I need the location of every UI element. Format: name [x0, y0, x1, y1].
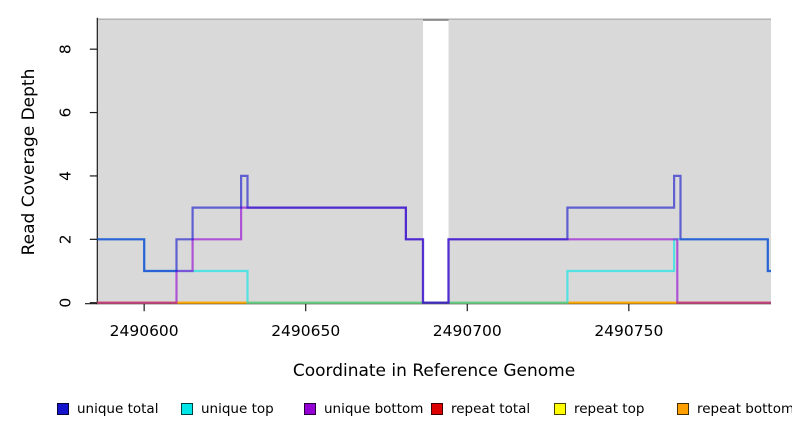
legend-swatch-repeat-bottom: [677, 403, 689, 415]
legend-swatch-repeat-top: [554, 403, 566, 415]
legend-label: repeat bottom: [697, 401, 792, 417]
y-tick-label: 8: [57, 44, 75, 54]
x-tick-label: 2490750: [594, 322, 663, 340]
plot-background-left: [97, 19, 424, 303]
series-line-unique-total: [97, 174, 771, 304]
y-axis-title: Read Coverage Depth: [19, 68, 39, 256]
legend-label: repeat total: [451, 401, 531, 417]
plot-background-right: [448, 19, 771, 303]
legend-swatch-unique-total: [57, 403, 69, 415]
legend-swatch-unique-top: [181, 403, 193, 415]
legend-swatch-unique-bottom: [304, 403, 316, 415]
legend: unique total unique top unique bottom re…: [0, 400, 792, 420]
legend-item-repeat-total: repeat total: [431, 400, 530, 418]
y-tick-label: 4: [57, 171, 75, 181]
legend-swatch-repeat-total: [431, 403, 443, 415]
x-tick-label: 2490650: [271, 322, 340, 340]
legend-item-repeat-bottom: repeat bottom: [677, 400, 792, 418]
y-tick-label: 2: [57, 234, 75, 244]
legend-label: repeat top: [574, 401, 645, 417]
y-tick-label: 0: [57, 298, 75, 308]
y-tick-label: 6: [57, 108, 75, 118]
x-tick-label: 2490600: [110, 322, 179, 340]
legend-label: unique top: [201, 401, 274, 417]
legend-item-unique-bottom: unique bottom: [304, 400, 423, 418]
legend-item-unique-top: unique top: [181, 400, 274, 418]
x-tick-label: 2490700: [433, 322, 502, 340]
legend-label: unique total: [77, 401, 159, 417]
legend-item-unique-total: unique total: [57, 400, 158, 418]
x-axis-title: Coordinate in Reference Genome: [292, 361, 576, 381]
legend-label: unique bottom: [324, 401, 424, 417]
legend-item-repeat-top: repeat top: [554, 400, 644, 418]
